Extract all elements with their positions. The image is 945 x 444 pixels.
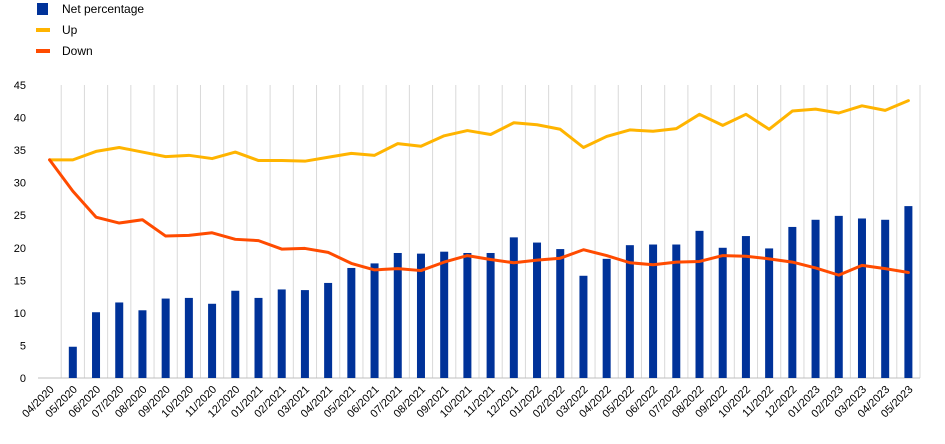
bar-05-2021	[347, 267, 356, 378]
legend-label-down: Down	[62, 44, 93, 58]
bar-01-2021	[254, 297, 263, 378]
bar-06-2020	[92, 312, 101, 378]
y-tick-label: 45	[14, 80, 26, 92]
y-tick-label: 25	[14, 210, 26, 222]
bar-05-2020	[68, 346, 77, 378]
bar-04-2022	[602, 258, 611, 378]
bar-12-2020	[231, 290, 240, 378]
bar-series-net-percentage	[68, 206, 913, 378]
bar-02-2021	[277, 289, 286, 378]
y-tick-label: 40	[14, 113, 26, 125]
y-tick-label: 15	[14, 275, 26, 287]
bar-11-2020	[208, 303, 217, 378]
legend: Net percentage Up Down	[36, 2, 144, 58]
bar-05-2022	[625, 245, 634, 378]
bar-04-2023	[881, 219, 890, 378]
bar-10-2022	[741, 236, 750, 378]
x-axis: 04/202005/202006/202007/202008/202009/20…	[20, 384, 915, 421]
line-up	[48, 99, 910, 163]
bar-12-2021	[509, 237, 518, 378]
legend-label-net-percentage: Net percentage	[62, 2, 144, 16]
bar-07-2020	[115, 302, 124, 378]
bar-08-2022	[695, 230, 704, 378]
bar-01-2023	[811, 219, 820, 378]
y-tick-label: 5	[20, 340, 26, 352]
bar-10-2021	[463, 252, 472, 378]
gridlines	[38, 85, 921, 379]
line-series	[48, 99, 910, 277]
bar-11-2022	[765, 248, 774, 378]
y-tick-label: 30	[14, 178, 26, 190]
bar-03-2022	[579, 275, 588, 378]
bar-12-2022	[788, 226, 797, 378]
bar-11-2021	[486, 252, 495, 378]
bar-08-2020	[138, 310, 147, 378]
bar-10-2020	[184, 297, 193, 378]
bar-04-2021	[324, 282, 333, 378]
bar-02-2022	[556, 249, 565, 378]
bar-05-2023	[904, 206, 913, 378]
bar-06-2022	[649, 244, 658, 378]
bar-09-2020	[161, 298, 170, 378]
bar-09-2022	[718, 247, 727, 378]
bar-08-2021	[416, 253, 425, 378]
legend-swatch-down	[36, 49, 50, 53]
bar-07-2022	[672, 244, 681, 378]
legend-swatch-up	[36, 28, 50, 32]
legend-label-up: Up	[62, 23, 78, 37]
y-axis: 0 5 10 15 20 25 30 35 40 45	[14, 80, 26, 385]
bar-02-2023	[834, 215, 843, 378]
y-tick-label: 20	[14, 243, 26, 255]
y-tick-label: 0	[20, 373, 26, 385]
bar-03-2021	[300, 290, 309, 378]
bar-07-2021	[393, 252, 402, 378]
line-down	[48, 158, 910, 277]
bar-09-2021	[440, 251, 449, 378]
legend-swatch-net-percentage	[37, 3, 48, 15]
bar-03-2023	[857, 218, 866, 378]
bar-06-2021	[370, 263, 379, 378]
y-tick-label: 10	[14, 308, 26, 320]
bar-01-2022	[533, 242, 542, 378]
y-tick-label: 35	[14, 145, 26, 157]
